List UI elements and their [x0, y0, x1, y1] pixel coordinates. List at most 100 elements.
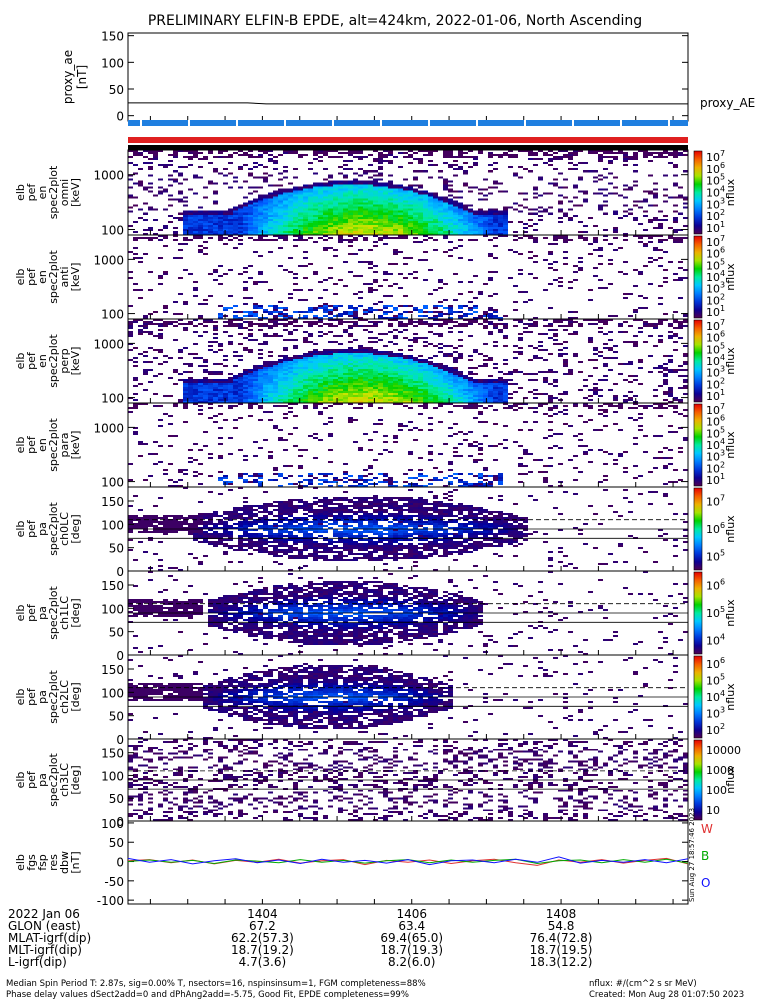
colorbar-label-text: nflux — [724, 431, 737, 459]
y-axis-label-line: perp — [58, 348, 71, 373]
sci-zone-bar-gap — [524, 120, 526, 126]
x-axis-row-value: 67.2 — [249, 919, 276, 933]
y-tick-label: 150 — [101, 495, 124, 509]
y-axis-label-line: pef — [25, 183, 38, 202]
spectrogram-image — [128, 150, 688, 235]
colorbar-label: nflux — [724, 263, 737, 291]
y-tick-label: 100 — [101, 56, 124, 70]
colorbar-tick-label: 105 — [706, 605, 725, 620]
y-axis-label-line: fgs — [25, 854, 38, 871]
y-tick-label: 100 — [101, 769, 124, 783]
colorbar-tick-label: 107 — [706, 318, 725, 333]
sci-zone-bar-gap — [476, 120, 478, 126]
y-tick-label: 0 — [116, 110, 124, 124]
sci-zone-bar-gap — [380, 120, 382, 126]
y-tick-label: 100 — [101, 817, 124, 831]
side-stamp: Sun Aug 27 18:57:46 2023 — [688, 808, 696, 902]
x-axis-row-value: 1406 — [396, 907, 427, 921]
y-axis-label-line: para — [58, 433, 71, 458]
colorbar-tick-label: 102 — [706, 208, 725, 223]
colorbar-tick-label: 106 — [706, 656, 725, 671]
y-tick-label: 100 — [101, 224, 124, 238]
colorbar-tick-label: 105 — [706, 173, 725, 188]
colorbar-label: nflux — [724, 347, 737, 375]
colorbar-tick-label: 1000 — [706, 764, 734, 777]
proxy-ae-legend: proxy_AE — [700, 96, 755, 110]
y-axis-label-line: en — [36, 438, 49, 452]
y-axis-label-line: en — [36, 354, 49, 368]
colorbar-label-text: nflux — [724, 766, 737, 794]
y-tick-label: 0 — [116, 856, 124, 870]
y-tick-label: 1000 — [93, 253, 124, 267]
colorbar-tick-label: 101 — [706, 472, 725, 487]
sci-zone-bar-gap — [572, 120, 574, 126]
x-axis-row-label: L-igrf(dip) — [8, 955, 67, 969]
colorbar-tick-label: 107 — [706, 494, 725, 509]
x-axis-row-value: 18.3(12.2) — [530, 955, 593, 969]
fgs-frame — [127, 820, 689, 905]
y-axis-label-line: elb — [14, 353, 27, 370]
y-tick-label: 0 — [116, 565, 124, 579]
colorbar-tick-label: 107 — [706, 234, 725, 249]
y-axis-label-line: ch2LC — [58, 680, 71, 714]
colorbar-tick-label: 106 — [706, 246, 725, 261]
y-axis-label-line: pa — [36, 690, 49, 704]
y-axis-label-line: spec2plot — [47, 502, 60, 556]
colorbar-label-text: nflux — [724, 683, 737, 711]
y-axis-label-line: pa — [36, 773, 49, 787]
proxy-ae-line — [128, 102, 688, 105]
y-axis-label-line: elb — [14, 269, 27, 286]
y-axis-label-line: [keV] — [69, 347, 82, 376]
y-axis-label-line: elb — [14, 521, 27, 538]
colorbar-tick-label: 101 — [706, 388, 725, 403]
x-axis-row-value: 8.2(6.0) — [388, 955, 436, 969]
colorbar — [693, 487, 703, 571]
y-axis-label-line: elb — [14, 689, 27, 706]
colorbar-label: nflux — [724, 515, 737, 543]
colorbar-label: nflux — [724, 599, 737, 627]
colorbar-tick-label: 101 — [706, 304, 725, 319]
y-tick-label: 100 — [101, 476, 124, 490]
y-axis-label-line: [nT] — [69, 851, 82, 873]
y-axis-label-line: [keV] — [69, 178, 82, 207]
y-tick-label: 0 — [116, 649, 124, 663]
proxy-ae-frame — [127, 32, 689, 122]
side-stamp-text: Sun Aug 27 18:57:46 2023 — [688, 808, 696, 902]
footer-line-2: Phase delay values dSect2add=0 and dPhAn… — [6, 990, 409, 1000]
y-tick-label: 50 — [109, 83, 124, 97]
spectrogram-image — [128, 403, 688, 487]
y-axis-label-line: dbw — [58, 851, 71, 874]
colorbar-label: nflux — [724, 683, 737, 711]
y-tick-label: 100 — [101, 308, 124, 322]
colorbar-tick-label: 105 — [706, 548, 725, 563]
y-axis-label-line: elb — [14, 184, 27, 201]
x-axis-row-value: 63.4 — [398, 919, 425, 933]
spectrogram-image — [128, 235, 688, 319]
colorbar — [693, 150, 703, 235]
colorbar-tick-label: 100 — [706, 784, 727, 797]
spectrogram-images — [128, 150, 688, 821]
colorbar-tick-label: 106 — [706, 330, 725, 345]
y-tick-label: 150 — [101, 747, 124, 761]
sci-zone-bar-gap — [620, 120, 622, 126]
sci-zone-bar-gap — [668, 120, 670, 126]
y-tick-label: 150 — [101, 579, 124, 593]
plot-marks — [127, 32, 703, 905]
y-axis-label-line: res — [47, 854, 60, 871]
colorbar-tick-label: 106 — [706, 161, 725, 176]
colorbar-tick-label: 104 — [706, 185, 725, 200]
sci-zone-bar-gap — [428, 120, 430, 126]
y-axis-label-line: [deg] — [69, 765, 82, 794]
y-axis-label-line: fsp — [36, 854, 49, 871]
y-axis-label-line: pef — [25, 770, 38, 789]
colorbar-tick-label: 104 — [706, 437, 725, 452]
sci-zone-bar — [128, 120, 688, 126]
x-axis-row-label: MLT-igrf(dip) — [8, 943, 82, 957]
